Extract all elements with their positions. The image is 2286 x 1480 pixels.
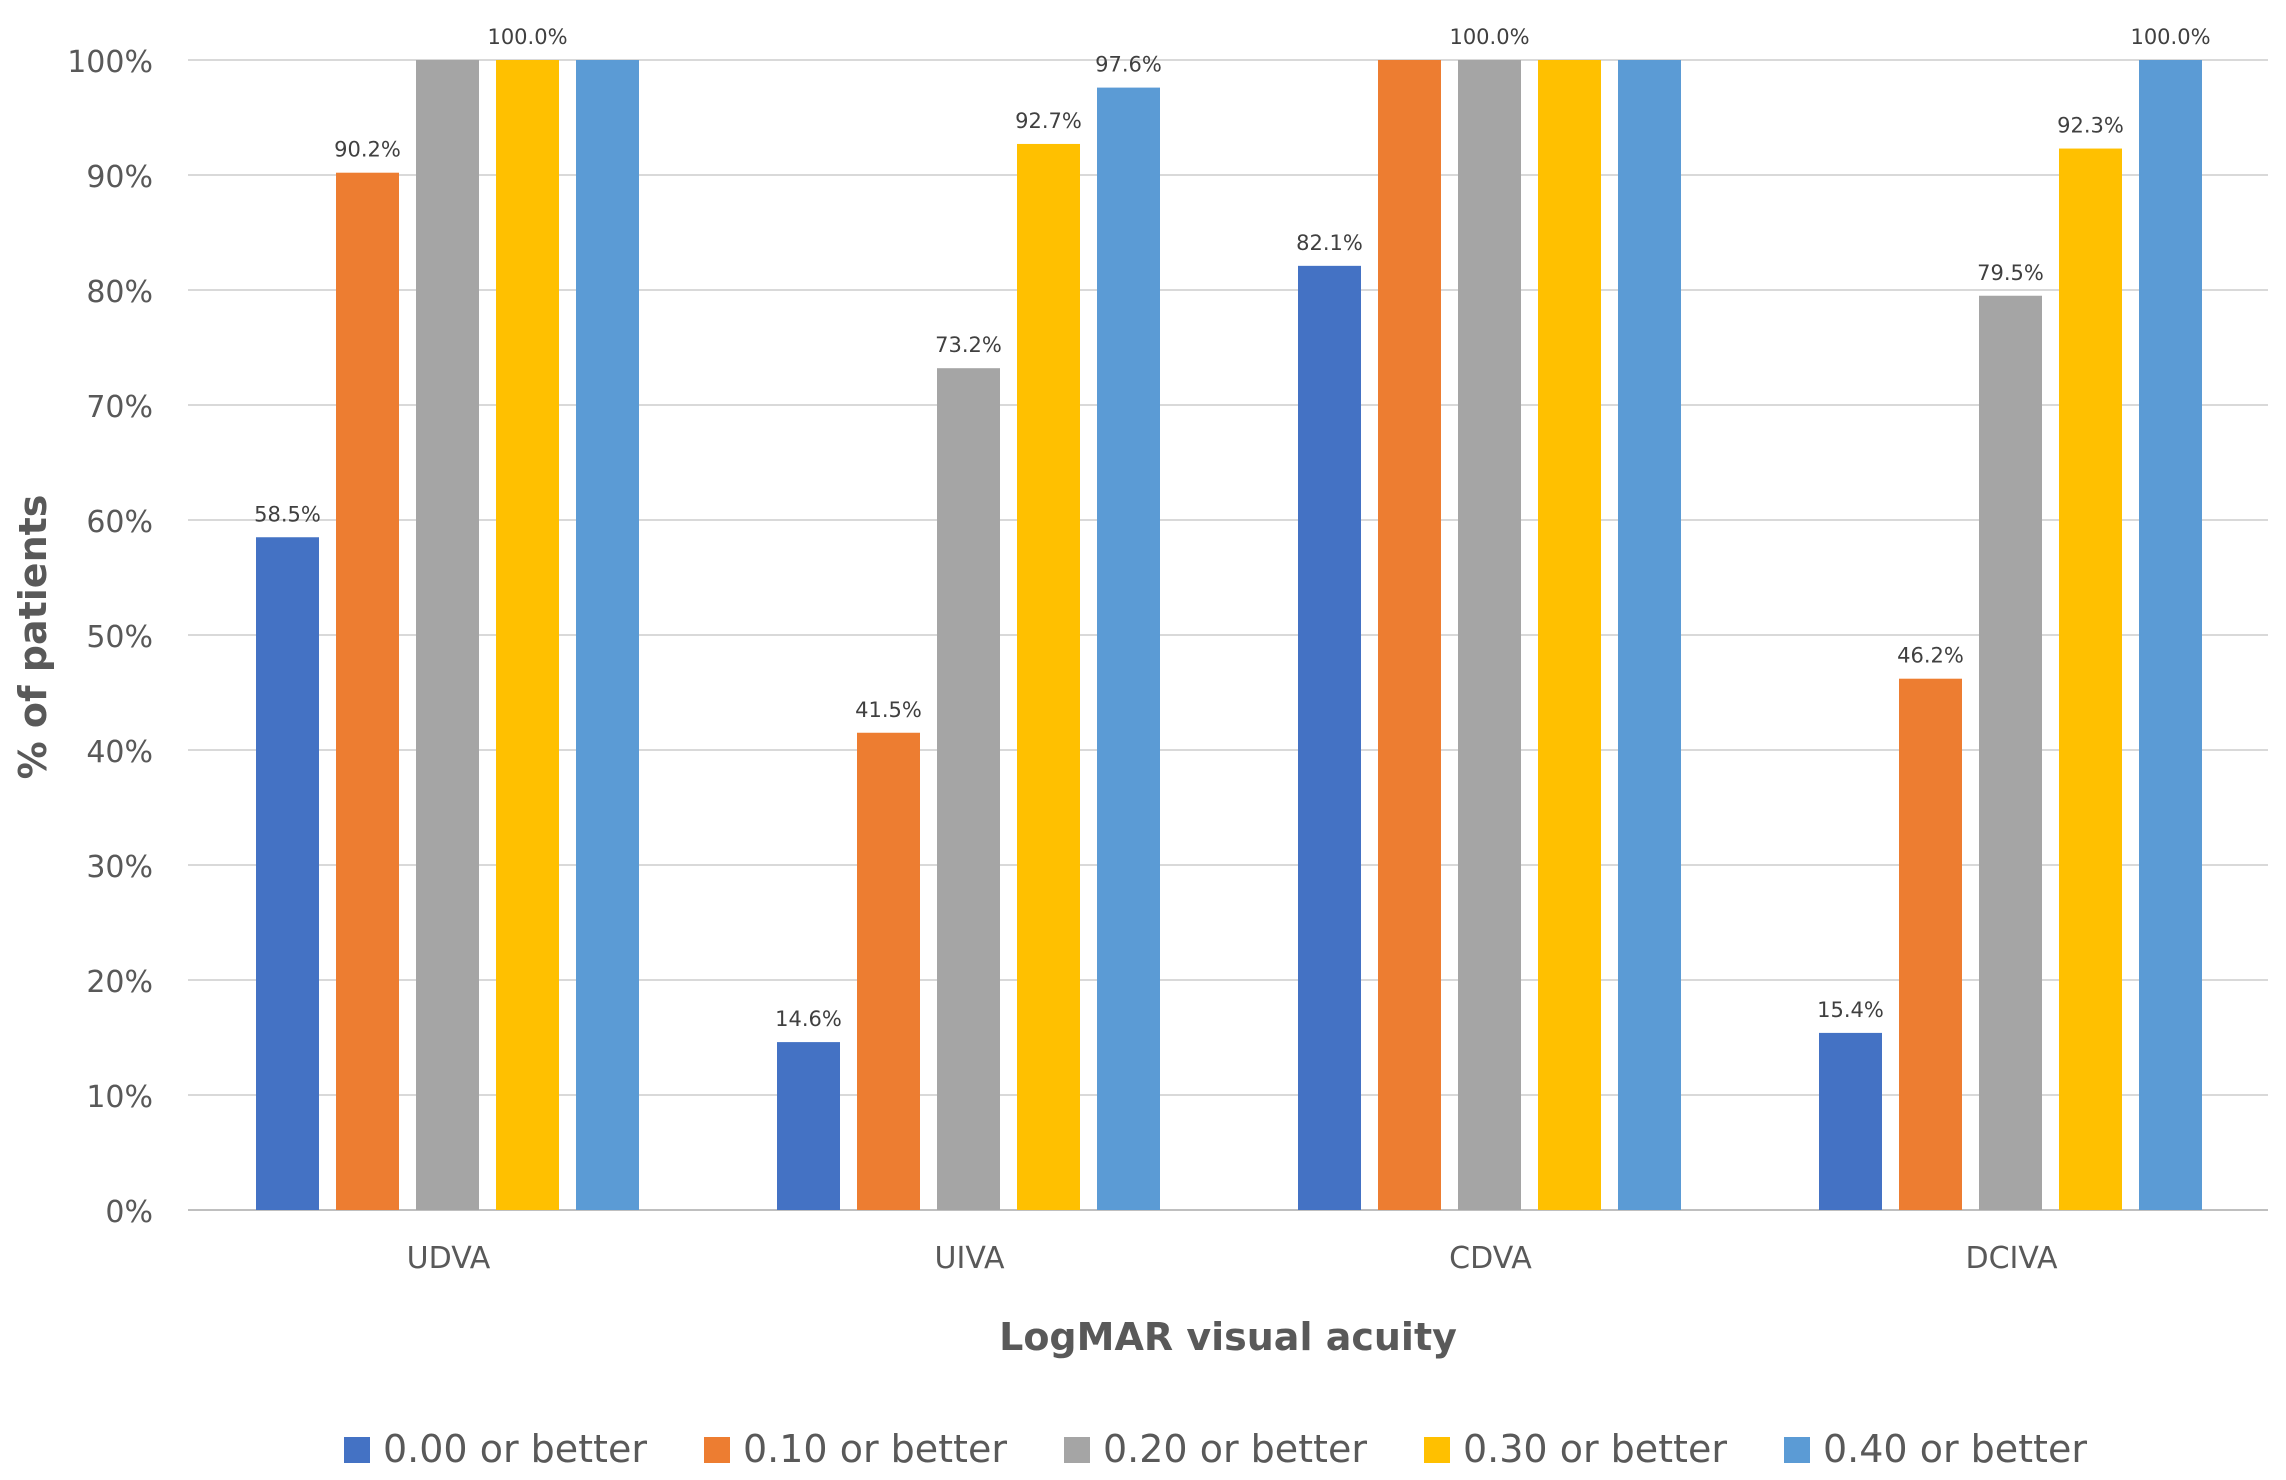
bar-dciva-0-40-or-better [2139, 60, 2202, 1210]
bar-udva-0-40-or-better [576, 60, 639, 1210]
bar-uiva-0-00-or-better [777, 1042, 840, 1210]
legend-label: 0.30 or better [1463, 1427, 1727, 1471]
bar-cdva-0-20-or-better [1458, 60, 1521, 1210]
bar-uiva-0-10-or-better [857, 732, 920, 1210]
bar-dciva-0-10-or-better [1899, 678, 1962, 1210]
data-label: 73.2% [935, 333, 1002, 357]
legend-item-0-00-or-better: 0.00 or better [344, 1427, 647, 1471]
legend-swatch [704, 1437, 730, 1463]
legend-label: 0.40 or better [1823, 1427, 2087, 1471]
data-label: 97.6% [1095, 53, 1162, 77]
y-tick-label: 60% [86, 505, 153, 540]
x-axis-ticks: UDVA UIVA CDVA DCIVA [407, 1241, 2058, 1276]
data-label: 79.5% [1977, 261, 2044, 285]
bar-dciva-0-20-or-better [1979, 295, 2042, 1210]
data-label: 90.2% [334, 138, 401, 162]
data-label: 41.5% [855, 698, 922, 722]
data-label: 58.5% [254, 502, 321, 526]
data-label: 100.0% [2130, 25, 2210, 49]
legend-item-0-30-or-better: 0.30 or better [1424, 1427, 1727, 1471]
bar-uiva-0-20-or-better [937, 368, 1000, 1210]
x-tick-label: CDVA [1449, 1241, 1532, 1276]
bar-cdva-0-10-or-better [1378, 60, 1441, 1210]
y-tick-label: 10% [86, 1080, 153, 1115]
y-tick-label: 100% [67, 45, 153, 80]
data-label: 92.7% [1015, 109, 1082, 133]
legend-label: 0.10 or better [743, 1427, 1007, 1471]
data-label: 100.0% [487, 25, 567, 49]
bar-udva-0-10-or-better [336, 172, 399, 1211]
legend-label: 0.00 or better [383, 1427, 647, 1471]
y-tick-label: 70% [86, 390, 153, 425]
legend-item-0-20-or-better: 0.20 or better [1064, 1427, 1367, 1471]
legend-swatch [1784, 1437, 1810, 1463]
bar-udva-0-20-or-better [416, 60, 479, 1210]
legend-label: 0.20 or better [1103, 1427, 1367, 1471]
y-tick-label: 30% [86, 850, 153, 885]
legend-swatch [1424, 1437, 1450, 1463]
bar-cdva-0-00-or-better [1298, 265, 1361, 1211]
legend-swatch [344, 1437, 370, 1463]
bar-cdva-0-40-or-better [1618, 60, 1681, 1210]
bars [256, 60, 2202, 1211]
x-axis-title: LogMAR visual acuity [999, 1315, 1457, 1359]
x-tick-label: UIVA [935, 1241, 1005, 1276]
y-tick-label: 20% [86, 965, 153, 1000]
y-tick-label: 80% [86, 275, 153, 310]
data-label: 92.3% [2057, 114, 2124, 138]
legend-item-0-40-or-better: 0.40 or better [1784, 1427, 2087, 1471]
y-axis-title: % of patients [11, 495, 55, 780]
bar-cdva-0-30-or-better [1538, 60, 1601, 1210]
data-labels: 58.5% 90.2% 100.0% 14.6% 41.5% 73.2% 92.7% 97.6… [254, 25, 2210, 1031]
bar-dciva-0-30-or-better [2059, 148, 2122, 1210]
y-tick-label: 0% [105, 1195, 153, 1230]
data-label: 82.1% [1296, 231, 1363, 255]
bar-dciva-0-00-or-better [1819, 1032, 1882, 1210]
legend-item-0-10-or-better: 0.10 or better [704, 1427, 1007, 1471]
y-tick-label: 50% [86, 620, 153, 655]
data-label: 14.6% [775, 1007, 842, 1031]
bar-udva-0-00-or-better [256, 537, 319, 1210]
y-tick-label: 90% [86, 160, 153, 195]
x-tick-label: DCIVA [1965, 1241, 2057, 1276]
data-label: 100.0% [1449, 25, 1529, 49]
legend-swatch [1064, 1437, 1090, 1463]
x-tick-label: UDVA [407, 1241, 491, 1276]
data-label: 15.4% [1817, 998, 1884, 1022]
y-axis-ticks: 0% 10% 20% 30% 40% 50% 60% 70% 80% 90% 100% [67, 45, 153, 1230]
y-tick-label: 40% [86, 735, 153, 770]
bar-udva-0-30-or-better [496, 60, 559, 1210]
legend: 0.00 or better 0.10 or better 0.20 or bett… [344, 1427, 2087, 1471]
data-label: 46.2% [1897, 644, 1964, 668]
bar-uiva-0-40-or-better [1097, 87, 1160, 1211]
bar-uiva-0-30-or-better [1017, 143, 1080, 1211]
